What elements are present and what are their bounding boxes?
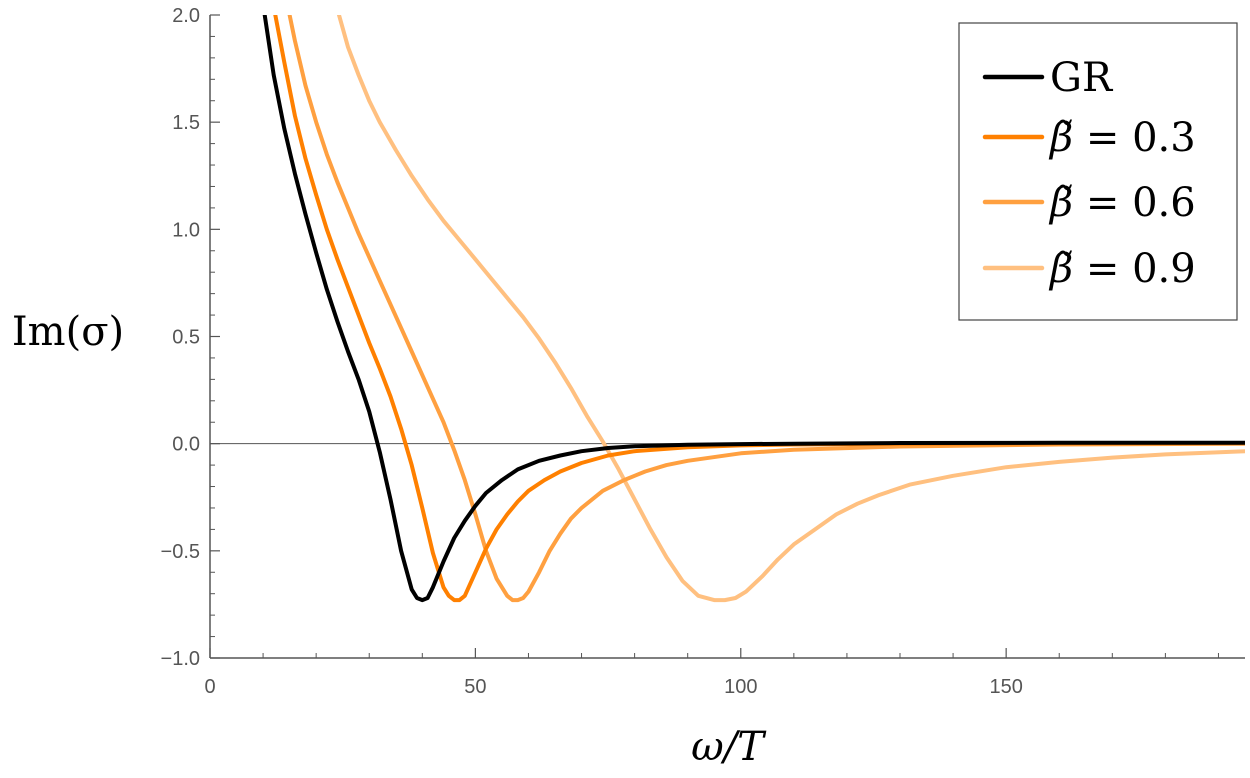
legend-label-main: β̃ = <box>1048 115 1132 161</box>
legend-label: β̃ = 0.9 <box>1048 246 1196 292</box>
legend-label-value: 0.3 <box>1132 115 1196 161</box>
x-tick-label: 0 <box>204 676 215 698</box>
legend-box <box>958 22 1238 321</box>
x-tick-label: 50 <box>464 676 486 698</box>
series-line <box>337 15 1245 603</box>
legend-label-main: GR <box>1050 55 1114 101</box>
legend-label: β̃ = 0.6 <box>1048 180 1196 226</box>
legend-label-main: β̃ = <box>1048 246 1132 292</box>
y-axis-title: Im(σ) <box>12 309 124 355</box>
y-tick-label: 2.0 <box>172 5 200 27</box>
legend-label-value: 0.9 <box>1132 246 1196 292</box>
y-tick-label: 1.5 <box>172 112 200 134</box>
legend: GRβ̃ = 0.3β̃ = 0.6β̃ = 0.9 <box>958 22 1238 321</box>
legend-label: GR <box>1050 55 1114 101</box>
series-line <box>273 15 1245 603</box>
x-axis-title: ω/T <box>691 724 767 770</box>
y-tick-label: 0.5 <box>172 327 200 349</box>
y-tick-label: 1.0 <box>172 219 200 241</box>
y-tick-label: 0.0 <box>172 434 200 456</box>
y-tick-label: −1.0 <box>161 648 200 670</box>
legend-label-main: β̃ = <box>1048 180 1132 226</box>
axes: 0 50 100 150 −1.0 −0.5 0.0 0.5 1.0 1.5 2.0 ω/T Im(σ) <box>12 5 1245 770</box>
x-tick-label: 100 <box>724 676 757 698</box>
series-layer <box>262 15 1245 603</box>
series-line <box>287 15 1245 603</box>
legend-label-value: 0.6 <box>1132 180 1196 226</box>
series-line <box>262 15 1245 603</box>
y-tick-label: −0.5 <box>161 541 200 563</box>
legend-label: β̃ = 0.3 <box>1048 115 1196 161</box>
x-tick-label: 150 <box>989 676 1022 698</box>
